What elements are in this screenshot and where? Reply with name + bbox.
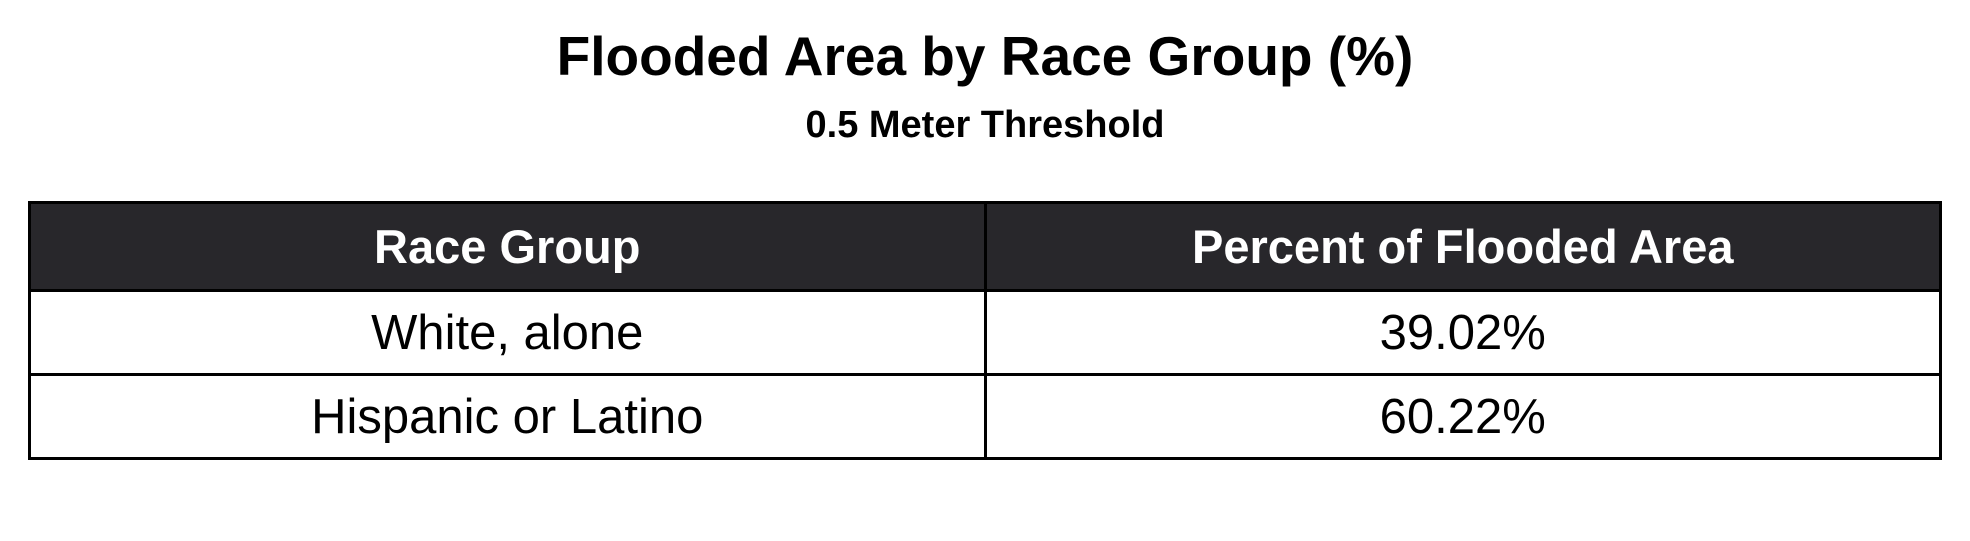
chart-subtitle: 0.5 Meter Threshold xyxy=(805,104,1165,146)
data-table: Race Group Percent of Flooded Area White… xyxy=(28,201,1942,460)
table-row: White, alone 39.02% xyxy=(28,289,1942,376)
table-cell-percent: 39.02% xyxy=(983,289,1942,376)
table-cell-race-group: Hispanic or Latino xyxy=(28,373,987,460)
table-cell-race-group: White, alone xyxy=(28,289,987,376)
chart-title: Flooded Area by Race Group (%) xyxy=(556,25,1414,87)
column-header-percent: Percent of Flooded Area xyxy=(983,201,1942,292)
column-header-race-group: Race Group xyxy=(28,201,987,292)
table-cell-percent: 60.22% xyxy=(983,373,1942,460)
table-row: Hispanic or Latino 60.22% xyxy=(28,373,1942,460)
table-header-row: Race Group Percent of Flooded Area xyxy=(28,201,1942,292)
